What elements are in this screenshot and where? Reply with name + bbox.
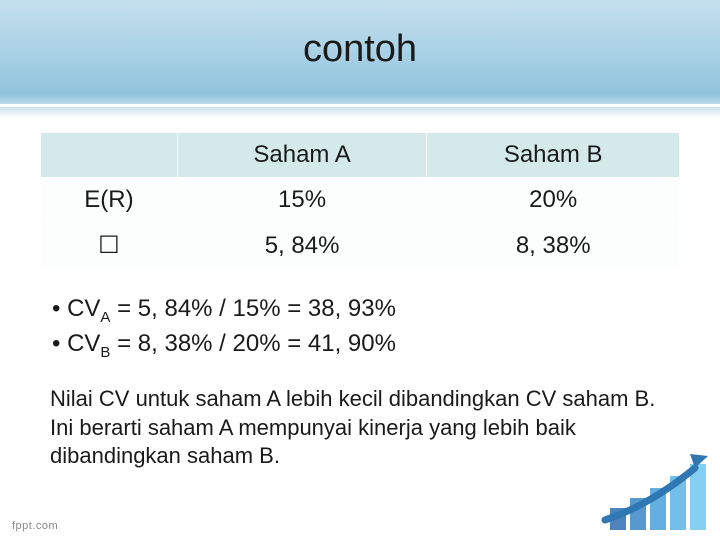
- cv-equation: = 5, 84% / 15% = 38, 93%: [110, 295, 396, 322]
- table-header-cell: [41, 133, 178, 178]
- chart-decoration: [580, 450, 720, 540]
- cv-prefix: CV: [67, 295, 100, 322]
- table-row-label: E(R): [41, 178, 178, 223]
- bullet-list: • CVA = 5, 84% / 15% = 38, 93% • CVB = 8…: [52, 293, 690, 363]
- table-cell: 20%: [427, 178, 680, 223]
- cv-equation: = 8, 38% / 20% = 41, 90%: [110, 330, 396, 357]
- table-header-row: Saham A Saham B: [41, 133, 680, 178]
- chart-decoration-svg: [580, 450, 720, 540]
- table-cell: 5, 84%: [177, 223, 427, 269]
- content-area: Saham A Saham B E(R) 15% 20% ☐ 5, 84% 8,…: [0, 118, 720, 471]
- table-row-label: ☐: [41, 223, 178, 269]
- footer-logo: fppt.com: [12, 520, 58, 532]
- conclusion-paragraph: Nilai CV untuk saham A lebih kecil diban…: [50, 385, 670, 471]
- table-row: E(R) 15% 20%: [41, 178, 680, 223]
- cv-prefix: CV: [67, 330, 100, 357]
- table-header-cell: Saham B: [427, 133, 680, 178]
- data-table: Saham A Saham B E(R) 15% 20% ☐ 5, 84% 8,…: [40, 132, 680, 269]
- slide-title: contoh: [0, 28, 720, 71]
- table-header-cell: Saham A: [177, 133, 427, 178]
- cv-subscript: A: [100, 309, 110, 326]
- bullet-item: • CVA = 5, 84% / 15% = 38, 93%: [52, 293, 690, 328]
- table-cell: 8, 38%: [427, 223, 680, 269]
- header-divider: [0, 104, 720, 107]
- bullet-item: • CVB = 8, 38% / 20% = 41, 90%: [52, 328, 690, 363]
- cv-subscript: B: [100, 344, 110, 361]
- table-cell: 15%: [177, 178, 427, 223]
- table-row: ☐ 5, 84% 8, 38%: [41, 223, 680, 269]
- header-band: contoh: [0, 0, 720, 118]
